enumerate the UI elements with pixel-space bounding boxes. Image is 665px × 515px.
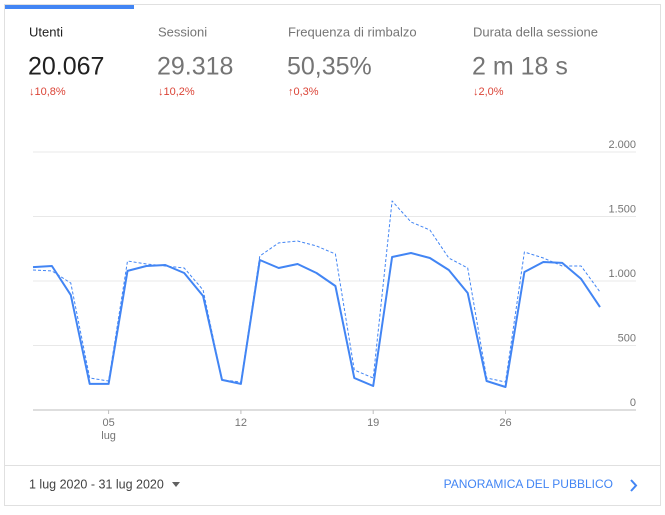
tab-title: Utenti	[29, 24, 63, 39]
x-tick-label: 05	[102, 417, 114, 429]
y-tick-label: 2.000	[608, 139, 636, 151]
date-picker[interactable]: 1 lug 2020 - 31 lug 2020	[29, 477, 180, 491]
tab-value: 50,35%	[287, 53, 372, 81]
card-frame	[4, 4, 661, 506]
chevron-icon	[630, 479, 638, 492]
tab[interactable]: Sessioni 29.318 ↓10,2%	[157, 24, 233, 97]
tab-delta: ↓2,0%	[473, 86, 504, 98]
x-tick-sublabel: lug	[101, 430, 116, 442]
x-tick-label: 19	[367, 417, 379, 429]
tab-title: Sessioni	[158, 24, 207, 39]
tab-value: 29.318	[157, 53, 233, 81]
date-range: 1 lug 2020 - 31 lug 2020	[29, 477, 164, 491]
tab[interactable]: Durata della sessione 2 m 18 s ↓2,0%	[472, 24, 598, 97]
series-line	[32, 252, 601, 388]
tab-title: Frequenza di rimbalzo	[288, 24, 417, 39]
tab-value: 2 m 18 s	[472, 53, 568, 81]
tab-value: 20.067	[28, 53, 104, 81]
tab[interactable]: Utenti 20.067 ↓10,8%	[28, 24, 104, 97]
tab[interactable]: Frequenza di rimbalzo 50,35% ↑0,3%	[287, 24, 417, 97]
link-text: PANORAMICA DEL PUBBLICO	[444, 477, 613, 491]
y-tick-label: 0	[630, 397, 636, 409]
y-tick-label: 1.000	[608, 268, 636, 280]
tab-delta: ↓10,8%	[29, 86, 66, 98]
x-tick-label: 12	[235, 417, 247, 429]
dropdown-icon	[172, 482, 180, 487]
tab-delta: ↑0,3%	[288, 86, 319, 98]
report-link[interactable]: PANORAMICA DEL PUBBLICO	[444, 477, 638, 492]
y-tick-label: 500	[618, 332, 636, 344]
y-tick-label: 1.500	[608, 203, 636, 215]
tab-delta: ↓10,2%	[158, 86, 195, 98]
tab-title: Durata della sessione	[473, 24, 598, 39]
tab-indicator	[5, 5, 134, 9]
x-tick-label: 26	[499, 417, 511, 429]
